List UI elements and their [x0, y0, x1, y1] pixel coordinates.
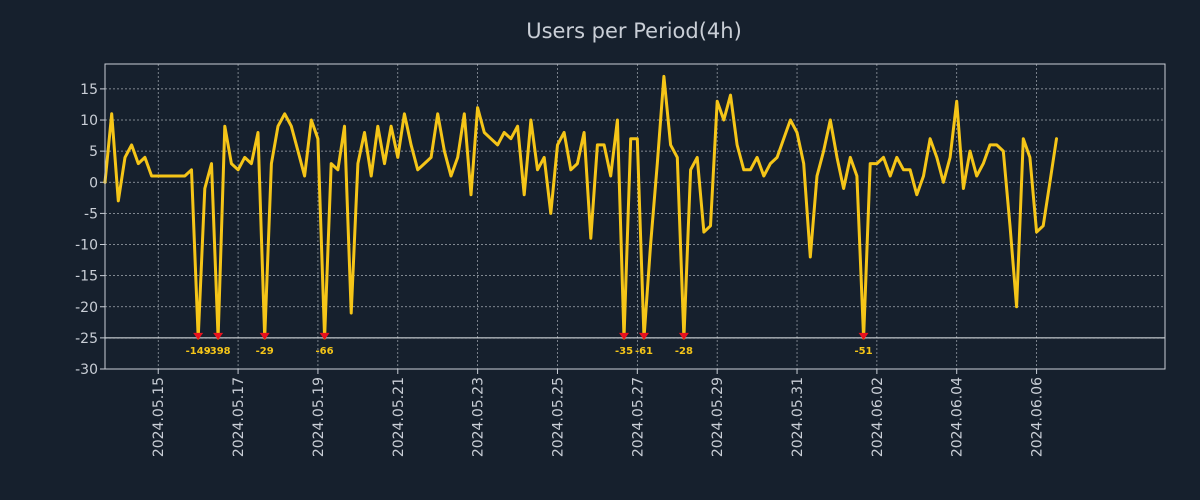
x-tick-label: 2024.05.29: [710, 377, 726, 457]
clip-value-label: -61: [635, 346, 653, 357]
clip-marker: [193, 332, 204, 340]
chart-title: Users per Period(4h): [526, 19, 742, 43]
x-tick-label: 2024.05.19: [311, 377, 327, 457]
clip-marker: [638, 332, 649, 340]
x-tick-label: 2024.06.04: [950, 377, 966, 457]
y-tick-label: -15: [75, 269, 98, 285]
x-tick-label: 2024.05.27: [630, 377, 646, 457]
clip-marker: [259, 332, 270, 340]
x-tick-label: 2024.05.15: [151, 377, 167, 457]
x-tick-label: 2024.05.25: [550, 377, 566, 457]
x-tick-label: 2024.05.21: [391, 377, 407, 457]
y-tick-label: -5: [84, 206, 98, 222]
clip-value-label: -51: [855, 346, 873, 357]
clip-value-label: -35: [615, 346, 633, 357]
y-tick-label: -25: [75, 331, 98, 347]
series-line-users: [103, 74, 1058, 340]
clip-value-label: -29: [256, 346, 274, 357]
plot-frame: [104, 63, 1166, 370]
y-tick-label: 0: [89, 175, 98, 191]
x-axis-ticks: 2024.05.15 2024.05.17 2024.05.19 2024.05.21…: [151, 369, 1046, 457]
clip-value-label: -28: [675, 346, 693, 357]
x-tick-label: 2024.05.31: [790, 377, 806, 457]
y-tick-label: 5: [89, 144, 98, 160]
x-tick-label: 2024.06.02: [870, 377, 886, 457]
clip-marker: [858, 332, 869, 340]
y-tick-label: 10: [80, 113, 98, 129]
clip-marker: [213, 332, 224, 340]
clip-markers: -149-398 -29 -66 -35 -61 -28 -51: [186, 332, 873, 357]
x-tick-label: 2024.05.17: [231, 377, 247, 457]
y-tick-label: -10: [75, 238, 98, 254]
x-tick-label: 2024.05.23: [471, 377, 487, 457]
y-tick-label: 15: [80, 82, 98, 98]
clip-marker: [678, 332, 689, 340]
x-tick-label: 2024.06.06: [1030, 377, 1046, 457]
y-tick-label: -30: [75, 362, 98, 378]
clip-value-label: -398: [206, 346, 231, 357]
clip-value-label: -149: [186, 346, 211, 357]
y-axis-ticks: -30 -25 -20 -15 -10 -5 0 5 10 15: [75, 82, 105, 378]
clip-marker: [319, 332, 330, 340]
clip-marker: [619, 332, 630, 340]
clip-value-label: -66: [316, 346, 334, 357]
y-tick-label: -20: [75, 300, 98, 316]
